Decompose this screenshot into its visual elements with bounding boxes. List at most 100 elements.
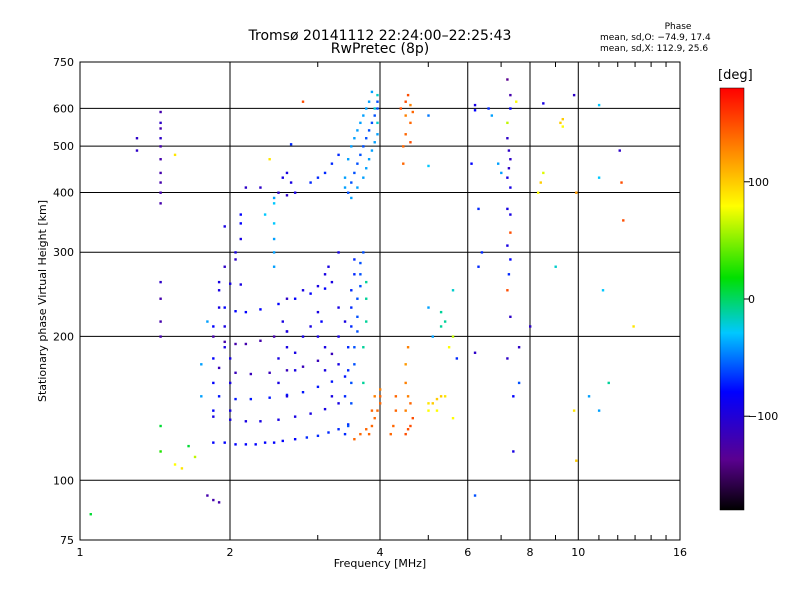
data-point <box>277 357 280 360</box>
y-tick-label: 300 <box>53 246 74 259</box>
data-point <box>353 437 356 441</box>
data-point <box>509 258 512 261</box>
data-point <box>200 363 203 366</box>
data-point <box>343 186 347 189</box>
data-point <box>353 273 356 276</box>
data-point <box>293 191 297 194</box>
data-point <box>370 90 374 94</box>
data-point <box>217 366 221 370</box>
data-point <box>496 162 500 165</box>
data-point <box>367 100 371 103</box>
data-point <box>293 351 297 354</box>
data-point <box>370 409 374 412</box>
data-point <box>427 402 430 405</box>
data-point <box>373 141 376 144</box>
y-axis-label: Stationary phase Virtual Height [km] <box>36 200 49 402</box>
data-point <box>370 424 374 428</box>
colorbar <box>719 87 745 511</box>
data-point <box>376 107 379 110</box>
data-point <box>268 371 271 374</box>
data-point <box>272 265 276 268</box>
data-point <box>473 494 477 497</box>
data-point <box>367 158 371 161</box>
data-point <box>509 186 512 189</box>
data-point <box>249 397 253 401</box>
data-point <box>159 158 162 161</box>
data-point <box>490 114 494 117</box>
data-point <box>411 110 414 114</box>
data-point <box>281 439 284 443</box>
data-point <box>346 369 350 372</box>
data-point <box>353 171 356 175</box>
x-tick-label: 8 <box>527 546 534 559</box>
data-point <box>217 395 221 398</box>
data-point <box>285 171 289 175</box>
data-point <box>554 265 557 268</box>
data-point <box>353 137 356 140</box>
x-tick-label: 2 <box>227 546 234 559</box>
data-point <box>362 251 365 254</box>
data-point <box>404 133 407 136</box>
data-point <box>217 501 221 504</box>
data-point <box>217 280 221 284</box>
y-tick-label: 750 <box>53 56 74 69</box>
data-point <box>206 494 209 497</box>
data-point <box>135 137 139 140</box>
data-point <box>159 137 162 140</box>
data-point <box>323 369 327 372</box>
data-point <box>359 432 362 436</box>
data-point <box>587 395 591 398</box>
data-point <box>159 297 162 300</box>
data-point <box>343 395 347 398</box>
data-point <box>507 149 511 152</box>
data-point <box>316 335 320 338</box>
data-point <box>376 93 379 97</box>
data-point <box>323 287 327 290</box>
data-point <box>575 459 578 462</box>
data-point <box>268 158 271 161</box>
data-point <box>362 346 365 349</box>
data-point <box>309 181 312 184</box>
data-point <box>346 423 350 426</box>
y-tick-label: 75 <box>60 534 74 547</box>
data-point <box>234 258 237 261</box>
data-point <box>597 176 601 179</box>
data-point <box>187 444 190 448</box>
data-point <box>272 196 276 200</box>
data-point <box>229 357 232 360</box>
data-point <box>272 251 276 254</box>
data-point <box>632 325 635 328</box>
data-point <box>259 186 262 189</box>
x-tick-label: 6 <box>464 546 471 559</box>
data-point <box>135 149 139 152</box>
data-point <box>159 110 162 114</box>
data-point <box>259 339 262 342</box>
data-point <box>507 167 511 170</box>
data-point <box>399 107 403 110</box>
data-point <box>477 207 480 211</box>
data-point <box>277 418 280 421</box>
data-point <box>223 441 226 444</box>
data-point <box>394 395 398 398</box>
data-point <box>356 330 359 333</box>
data-point <box>572 93 576 97</box>
data-point <box>305 436 309 439</box>
data-point <box>289 143 293 146</box>
data-point <box>362 176 365 179</box>
data-point <box>281 176 284 179</box>
data-point <box>239 283 242 286</box>
data-point <box>343 432 347 436</box>
data-point <box>180 467 184 470</box>
data-point <box>356 129 359 132</box>
data-point <box>618 149 621 152</box>
data-point <box>320 320 323 323</box>
data-point <box>223 340 226 344</box>
data-point <box>607 381 610 385</box>
data-point <box>356 162 359 165</box>
data-point <box>389 432 392 436</box>
data-point <box>212 381 215 385</box>
data-point <box>402 145 405 148</box>
data-point <box>301 365 305 368</box>
data-point <box>206 320 209 323</box>
data-point <box>223 265 226 268</box>
